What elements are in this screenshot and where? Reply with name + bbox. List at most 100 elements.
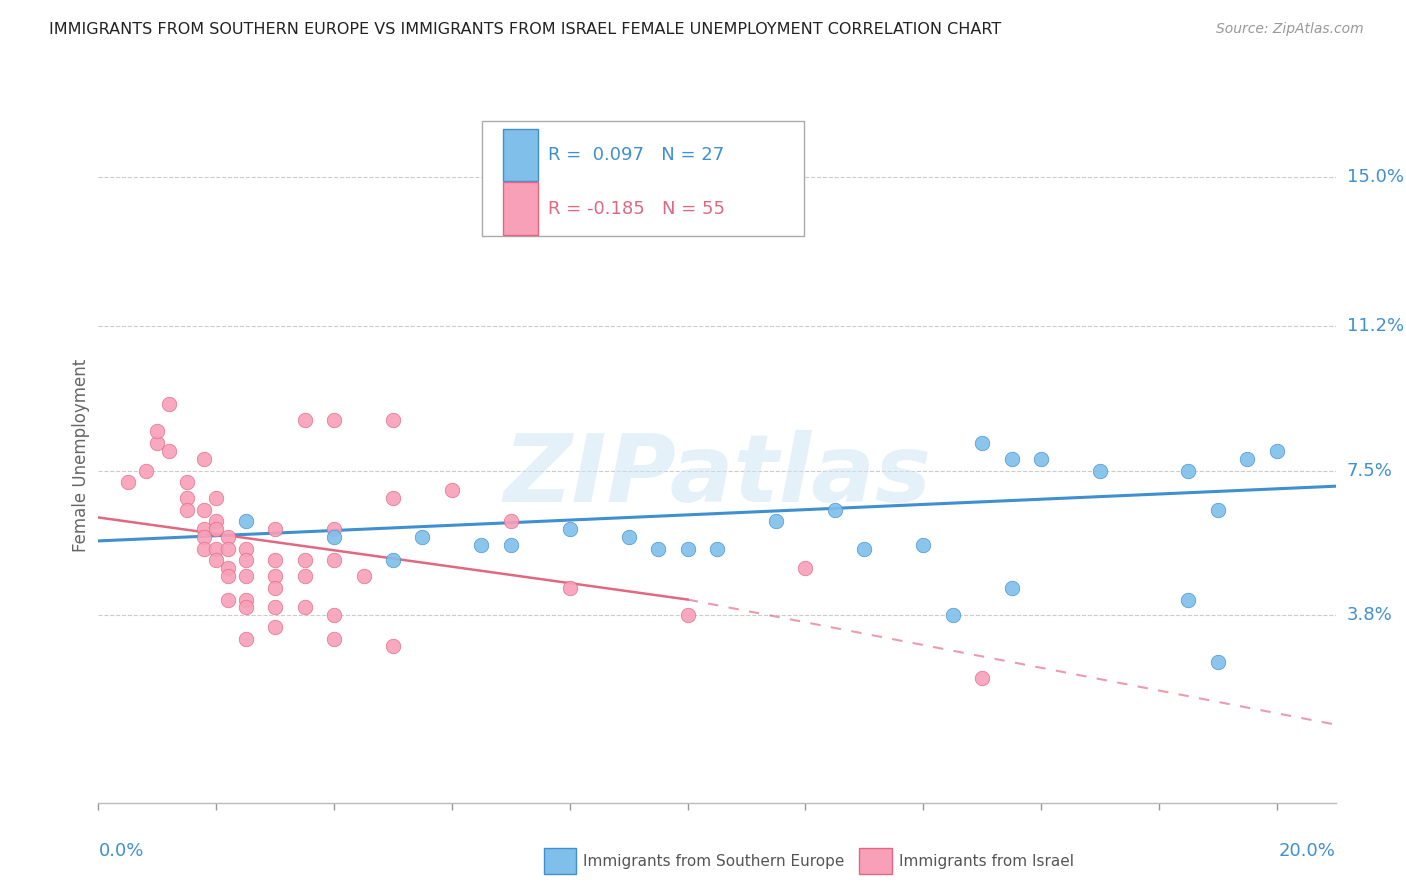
Point	[765, 514, 787, 528]
Point	[235, 592, 257, 607]
Point	[205, 514, 228, 528]
Point	[193, 522, 215, 536]
Point	[176, 475, 198, 490]
Point	[1029, 451, 1052, 466]
Text: ZIPatlas: ZIPatlas	[503, 430, 931, 522]
Point	[323, 530, 346, 544]
Point	[1236, 451, 1258, 466]
Point	[499, 538, 522, 552]
Point	[193, 541, 215, 556]
Text: IMMIGRANTS FROM SOUTHERN EUROPE VS IMMIGRANTS FROM ISRAEL FEMALE UNEMPLOYMENT CO: IMMIGRANTS FROM SOUTHERN EUROPE VS IMMIG…	[49, 22, 1001, 37]
Text: Immigrants from Southern Europe: Immigrants from Southern Europe	[583, 854, 845, 869]
Point	[558, 581, 581, 595]
Point	[205, 522, 228, 536]
Point	[323, 553, 346, 567]
Point	[1177, 464, 1199, 478]
Point	[205, 541, 228, 556]
Point	[264, 581, 287, 595]
Point	[1206, 655, 1229, 669]
Point	[294, 413, 316, 427]
Bar	[503, 183, 537, 235]
Point	[264, 600, 287, 615]
Point	[235, 632, 257, 646]
Point	[1088, 464, 1111, 478]
Point	[1001, 581, 1024, 595]
Point	[382, 413, 405, 427]
Text: Source: ZipAtlas.com: Source: ZipAtlas.com	[1216, 22, 1364, 37]
Point	[205, 553, 228, 567]
Point	[1001, 451, 1024, 466]
Bar	[859, 848, 891, 874]
Point	[353, 569, 375, 583]
Point	[217, 569, 239, 583]
Point	[135, 464, 157, 478]
Point	[294, 553, 316, 567]
Point	[440, 483, 463, 497]
Text: R = -0.185   N = 55: R = -0.185 N = 55	[547, 200, 724, 218]
Point	[676, 541, 699, 556]
Bar	[544, 848, 576, 874]
Point	[193, 502, 215, 516]
Point	[323, 413, 346, 427]
Point	[647, 541, 669, 556]
Point	[176, 491, 198, 505]
Point	[117, 475, 139, 490]
Point	[323, 632, 346, 646]
Point	[382, 553, 405, 567]
Text: 20.0%: 20.0%	[1279, 842, 1336, 860]
Point	[382, 491, 405, 505]
Point	[912, 538, 935, 552]
Y-axis label: Female Unemployment: Female Unemployment	[72, 359, 90, 551]
Point	[217, 541, 239, 556]
Point	[146, 436, 169, 450]
Point	[264, 553, 287, 567]
Point	[972, 671, 994, 685]
Point	[235, 600, 257, 615]
Point	[794, 561, 817, 575]
Point	[706, 541, 728, 556]
Text: 0.0%: 0.0%	[98, 842, 143, 860]
Point	[235, 514, 257, 528]
Point	[676, 608, 699, 623]
Point	[1206, 502, 1229, 516]
Point	[942, 608, 965, 623]
Text: 7.5%: 7.5%	[1347, 461, 1393, 480]
Point	[157, 444, 180, 458]
Text: R =  0.097   N = 27: R = 0.097 N = 27	[547, 145, 724, 163]
Point	[264, 620, 287, 634]
FancyBboxPatch shape	[482, 121, 804, 235]
Point	[382, 640, 405, 654]
Point	[294, 569, 316, 583]
Text: Immigrants from Israel: Immigrants from Israel	[898, 854, 1074, 869]
Point	[176, 502, 198, 516]
Point	[323, 608, 346, 623]
Point	[235, 553, 257, 567]
Point	[617, 530, 640, 544]
Point	[323, 522, 346, 536]
Point	[146, 425, 169, 439]
Point	[470, 538, 492, 552]
Text: 15.0%: 15.0%	[1347, 169, 1403, 186]
Point	[217, 592, 239, 607]
Point	[294, 600, 316, 615]
Point	[499, 514, 522, 528]
Point	[1265, 444, 1288, 458]
Point	[1177, 592, 1199, 607]
Point	[264, 522, 287, 536]
Text: 3.8%: 3.8%	[1347, 607, 1392, 624]
Point	[235, 569, 257, 583]
Point	[853, 541, 876, 556]
Point	[824, 502, 846, 516]
Point	[264, 569, 287, 583]
Point	[193, 451, 215, 466]
Point	[558, 522, 581, 536]
Point	[235, 541, 257, 556]
Text: 11.2%: 11.2%	[1347, 317, 1405, 334]
Point	[157, 397, 180, 411]
Point	[217, 530, 239, 544]
Point	[972, 436, 994, 450]
Point	[193, 530, 215, 544]
Point	[217, 561, 239, 575]
Point	[411, 530, 433, 544]
Point	[205, 491, 228, 505]
